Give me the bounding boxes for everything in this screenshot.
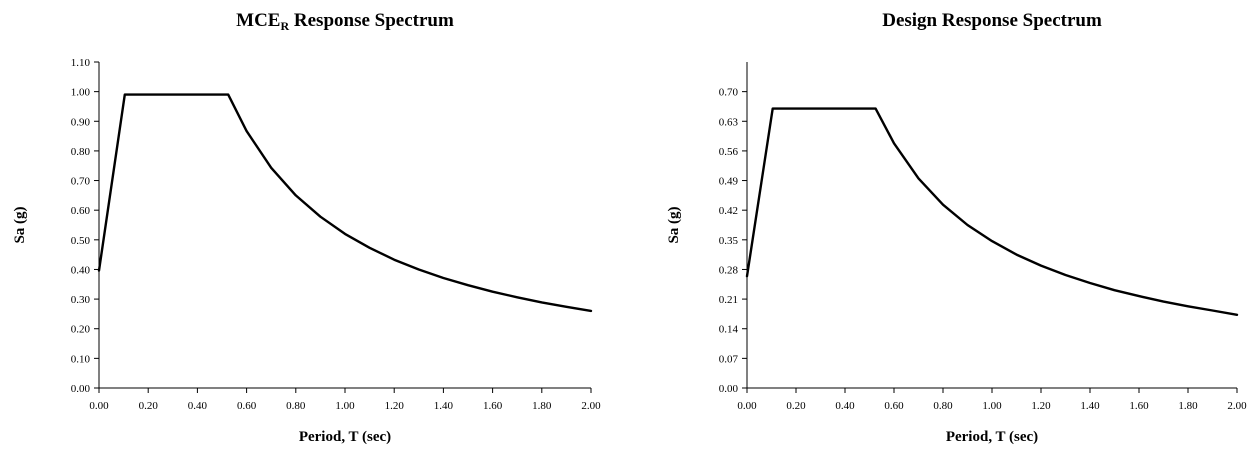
chart-title-rest: Response Spectrum	[289, 10, 454, 31]
x-tick-label: 1.80	[532, 400, 552, 412]
chart-title: MCER Response Spectrum	[236, 10, 454, 33]
x-tick-label: 0.00	[737, 400, 757, 412]
x-tick-label: 1.20	[385, 400, 405, 412]
x-tick-label: 1.80	[1178, 400, 1198, 412]
y-tick-label: 0.42	[719, 205, 738, 217]
y-tick-label: 0.07	[719, 353, 739, 365]
design-response-spectrum-chart: Design Response Spectrum 0.00 0.07 0.14 0.2…	[666, 10, 1247, 445]
x-axis-label: Period, T (sec)	[299, 429, 391, 445]
y-tick-label: 0.90	[71, 116, 91, 128]
y-axis-label: Sa (g)	[666, 206, 682, 243]
x-tick-label: 1.00	[982, 400, 1002, 412]
chart-title-subscript: R	[280, 19, 289, 33]
y-tick-label: 0.56	[719, 146, 739, 158]
x-tick-label: 0.40	[188, 400, 208, 412]
x-tick-label: 0.60	[884, 400, 904, 412]
x-tick-label: 2.00	[1227, 400, 1247, 412]
y-tick-label: 0.40	[71, 264, 91, 276]
y-tick-label: 0.35	[719, 235, 739, 247]
y-tick-label: 0.30	[71, 294, 91, 306]
y-tick-label: 1.00	[71, 87, 91, 99]
x-tick-label: 1.20	[1031, 400, 1051, 412]
y-tick-label: 0.63	[719, 116, 739, 128]
x-tick-label: 1.40	[1080, 400, 1100, 412]
x-tick-label: 1.40	[434, 400, 454, 412]
x-tick-label: 0.20	[786, 400, 806, 412]
x-tick-label: 1.00	[335, 400, 355, 412]
chart-title: Design Response Spectrum	[882, 10, 1102, 31]
y-tick-label: 0.70	[719, 87, 739, 99]
chart-title-main: MCE	[236, 10, 280, 31]
y-tick-label: 0.49	[719, 176, 739, 188]
x-tick-label: 0.80	[933, 400, 953, 412]
y-tick-label: 0.70	[71, 176, 91, 188]
x-tick-label: 1.60	[1129, 400, 1149, 412]
y-tick-label: 0.00	[71, 383, 91, 395]
x-tick-label: 0.40	[835, 400, 855, 412]
y-tick-label: 0.14	[719, 324, 739, 336]
plot-area: 0.00 0.07 0.14 0.21 0.28 0.35 0.42 0.49 0.56 0.63…	[719, 62, 1247, 412]
x-tick-label: 0.80	[286, 400, 306, 412]
spectrum-series-line	[745, 107, 1239, 316]
y-tick-label: 0.50	[71, 235, 91, 247]
y-axis-label: Sa (g)	[12, 206, 28, 243]
y-tick-label: 0.60	[71, 205, 91, 217]
y-tick-label: 0.21	[719, 294, 738, 306]
y-tick-label: 0.00	[719, 383, 739, 395]
y-tick-label: 0.28	[719, 264, 739, 276]
mce-response-spectrum-chart: MCER Response Spectrum 0.000.100.200.300…	[12, 10, 601, 445]
x-tick-label: 0.60	[237, 400, 257, 412]
x-tick-label: 0.00	[89, 400, 109, 412]
y-tick-label: 0.10	[71, 353, 91, 365]
spectrum-series-line	[97, 93, 593, 313]
x-tick-label: 1.60	[483, 400, 503, 412]
plot-area: 0.00 0.10 0.20 0.30 0.40 0.50 0.60 0.70 0.80 0.90…	[71, 57, 601, 412]
y-tick-label: 1.10	[71, 57, 91, 69]
x-tick-label: 0.20	[139, 400, 159, 412]
x-axis-label: Period, T (sec)	[946, 429, 1038, 445]
chart-title-main: Design Response Spectrum	[882, 10, 1102, 31]
y-tick-label: 0.80	[71, 146, 91, 158]
x-tick-label: 2.00	[581, 400, 601, 412]
y-tick-label: 0.20	[71, 324, 91, 336]
